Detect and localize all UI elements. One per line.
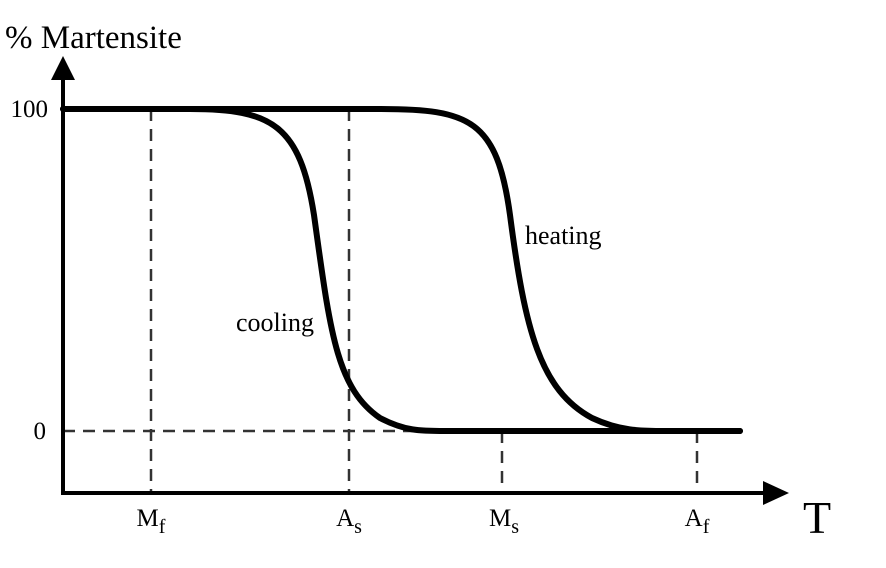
x-tick-label: Mf (137, 505, 166, 538)
x-arrow (763, 481, 789, 505)
tick-main: A (685, 505, 703, 532)
y-axis-label: % Martensite (5, 20, 182, 56)
tick-sub: s (511, 516, 519, 538)
cooling-label: cooling (236, 308, 314, 337)
cooling-curve (60, 106, 743, 434)
x-tick-label: Ms (489, 505, 519, 538)
x-axis-label: T (803, 492, 831, 543)
tick-sub: s (354, 516, 362, 538)
tick-main: M (489, 505, 511, 532)
heating-curve (60, 106, 743, 434)
x-tick-label: Af (685, 505, 710, 538)
heating-label: heating (525, 221, 602, 250)
tick-main: M (137, 505, 159, 532)
y-tick-label: 100 (11, 96, 49, 123)
tick-sub: f (159, 516, 166, 538)
y-arrow (51, 56, 75, 80)
y-tick-label: 0 (34, 418, 47, 445)
tick-main: A (336, 505, 354, 532)
x-tick-label: As (336, 505, 362, 538)
tick-sub: f (703, 516, 710, 538)
